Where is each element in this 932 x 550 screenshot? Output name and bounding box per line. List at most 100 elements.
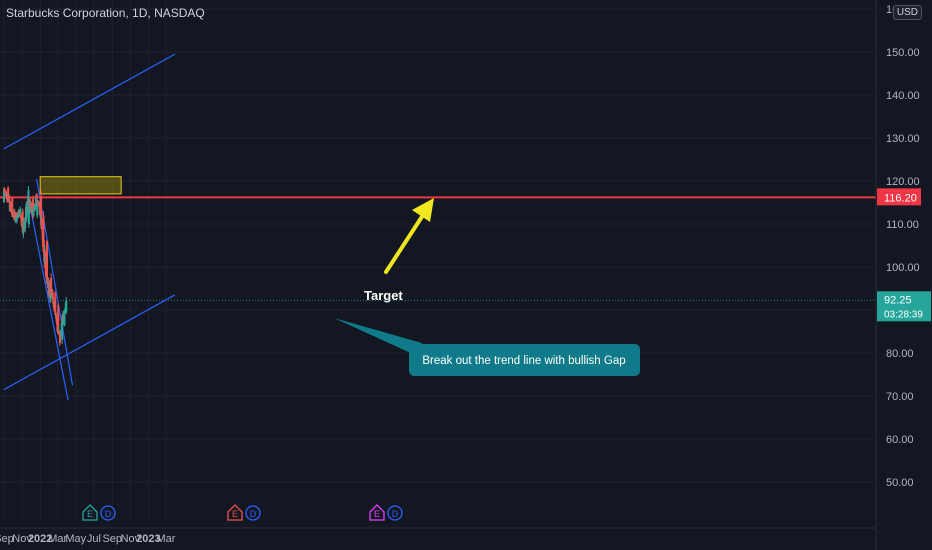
candle-body — [15, 216, 18, 221]
candle — [35, 192, 38, 199]
candle-body — [10, 207, 13, 209]
currency-badge[interactable]: USD — [892, 5, 922, 20]
channel-upper-trendline[interactable] — [3, 53, 176, 150]
candle-body — [46, 241, 49, 280]
time-tick-label: Jul — [87, 533, 101, 545]
dividend-icon — [100, 505, 116, 521]
candle-body — [36, 201, 39, 216]
price-tick-label: 70.00 — [886, 391, 914, 403]
candle — [51, 289, 54, 298]
downtrend-upper-line[interactable] — [36, 178, 74, 386]
time-tick-label: May — [65, 533, 86, 545]
target-arrow-head[interactable] — [412, 198, 434, 222]
price-axis[interactable]: 160.00150.00140.00130.00120.00110.00100.… — [875, 0, 932, 550]
channel-lower-trendline[interactable] — [3, 294, 176, 391]
candle-body — [11, 209, 14, 215]
candle-body — [7, 187, 10, 198]
last-price-label: 92.25 — [884, 294, 912, 306]
dividend-badge[interactable]: D — [245, 505, 261, 521]
candle-body — [52, 297, 55, 304]
dividend-badge[interactable]: D — [100, 505, 116, 521]
candle — [6, 198, 9, 203]
time-tick-label: Mar — [48, 533, 67, 545]
candle — [19, 206, 22, 216]
downtrend-lower-line[interactable] — [27, 193, 69, 401]
candle-body — [11, 198, 14, 210]
earnings-badge[interactable]: E — [227, 504, 243, 521]
earnings-icon — [227, 504, 243, 521]
candle-body — [30, 203, 33, 209]
candle-body — [9, 202, 12, 208]
dividend-badge[interactable]: D — [387, 505, 403, 521]
badge-letter: E — [374, 509, 380, 519]
candle-body — [3, 188, 5, 203]
candle-body — [44, 253, 47, 258]
candle-body — [38, 203, 41, 206]
candle-body — [34, 206, 37, 210]
earnings-badge[interactable]: E — [369, 504, 385, 521]
candlestick-series — [3, 186, 68, 346]
time-axis[interactable]: SepNov2022MarMayJulSepNov2023Mar — [0, 527, 876, 545]
candle — [27, 186, 30, 202]
candle-body — [34, 197, 37, 204]
resistance-price-label: 116.20 — [884, 192, 917, 204]
resistance-price-tag[interactable] — [877, 188, 921, 206]
callout-pointer[interactable] — [334, 318, 422, 355]
badge-letter: D — [392, 509, 399, 519]
candle-body — [58, 330, 61, 334]
candle — [63, 311, 66, 327]
earnings-badge[interactable]: E — [82, 504, 98, 521]
candle-body — [20, 214, 23, 218]
candle-body — [65, 300, 68, 313]
time-tick-label: Sep — [0, 533, 14, 545]
badge-letter: D — [105, 509, 112, 519]
time-tick-label: 2022 — [28, 533, 52, 545]
candle-body — [50, 277, 53, 294]
target-label[interactable]: Target — [364, 288, 403, 303]
time-tick-label: 2023 — [136, 533, 160, 545]
candle-body — [54, 292, 57, 315]
candle-body — [58, 334, 61, 344]
candle-body — [42, 215, 45, 241]
candle-body — [32, 207, 35, 216]
candle — [58, 334, 61, 346]
candle-body — [36, 201, 39, 205]
price-tick-label: 110.00 — [886, 219, 919, 231]
earnings-icon — [369, 504, 385, 521]
candle — [65, 297, 68, 315]
candle-body — [27, 190, 30, 196]
price-tick-label: 130.00 — [886, 133, 920, 145]
dividend-icon — [387, 505, 403, 521]
candle-body — [29, 200, 32, 206]
candle-body — [22, 221, 25, 233]
dividend-icon — [245, 505, 261, 521]
candle-body — [63, 312, 66, 326]
price-tick-label: 100.00 — [886, 262, 920, 274]
candle-body — [20, 217, 23, 223]
callout-text[interactable]: Break out the trend line with bullish Ga… — [422, 355, 625, 367]
target-arrow-shaft[interactable] — [384, 210, 427, 274]
candle-body — [51, 292, 54, 298]
time-tick-label: Nov — [121, 533, 141, 545]
candle-body — [19, 208, 22, 215]
candle-body — [44, 257, 47, 276]
badge-letter: E — [232, 509, 238, 519]
price-tick-label: 80.00 — [886, 348, 914, 360]
candle-body — [56, 317, 59, 325]
annotation-overlays[interactable]: Target Break out the trend line with bull… — [334, 198, 640, 376]
callout-box[interactable] — [409, 344, 640, 376]
price-tick-label: 50.00 — [886, 477, 914, 489]
candle — [27, 200, 30, 228]
countdown-label: 03:28:39 — [884, 309, 923, 320]
drawing-overlays[interactable] — [0, 53, 876, 401]
time-tick-label: Mar — [156, 533, 175, 545]
candle-body — [42, 240, 45, 248]
target-zone-rectangle[interactable] — [39, 176, 122, 195]
candle — [54, 291, 57, 316]
price-tick-label: 150.00 — [886, 47, 920, 59]
price-tick-label: 60.00 — [886, 434, 914, 446]
last-price-tag[interactable] — [877, 291, 931, 322]
candle — [46, 240, 49, 284]
